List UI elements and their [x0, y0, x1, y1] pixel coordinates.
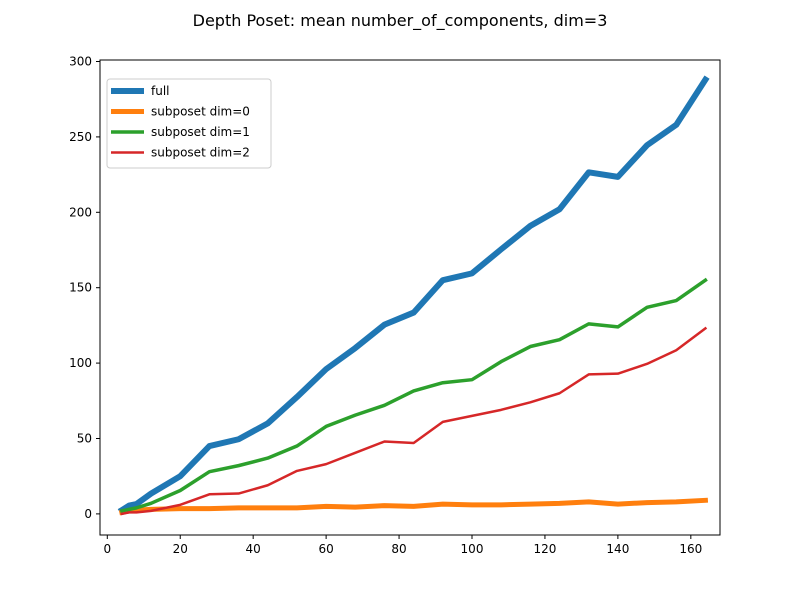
chart-title: Depth Poset: mean number_of_components, …: [193, 11, 608, 31]
y-tick-label: 0: [84, 507, 92, 521]
series-layer: [117, 75, 710, 516]
series-line-4: [120, 326, 708, 516]
y-tick-label: 250: [69, 130, 92, 144]
x-tick-label: 0: [103, 542, 111, 556]
x-axis: 0 20 40 60 80 100 120 140 160: [103, 535, 702, 556]
x-tick-label: 80: [391, 542, 406, 556]
y-tick-label: 300: [69, 55, 92, 69]
x-tick-label: 140: [606, 542, 629, 556]
y-tick-label: 150: [69, 281, 92, 295]
series-line-2: [118, 497, 709, 516]
legend-label: subposet dim=0: [151, 105, 250, 119]
y-tick-label: 50: [77, 431, 92, 445]
y-tick-label: 200: [69, 205, 92, 219]
x-tick-label: 60: [318, 542, 333, 556]
x-tick-label: 20: [173, 542, 188, 556]
legend: full subposet dim=0 subposet dim=1 subposet…: [106, 78, 272, 169]
plot-area: 0 20 40 60 80 100 120 140 160 0 50 100 150 200 250 300: [69, 55, 721, 556]
legend-box: [106, 78, 272, 169]
x-tick-label: 160: [679, 542, 702, 556]
legend-label: full: [151, 84, 170, 98]
legend-label: subposet dim=2: [151, 146, 250, 160]
y-tick-label: 100: [69, 356, 92, 370]
x-tick-label: 40: [246, 542, 261, 556]
axes-frame: [99, 59, 721, 536]
series-line-1: [117, 75, 710, 515]
x-tick-label: 100: [461, 542, 484, 556]
x-tick-label: 120: [533, 542, 556, 556]
y-axis: 0 50 100 150 200 250 300: [69, 55, 100, 521]
legend-label: subposet dim=1: [151, 125, 250, 139]
series-line-3: [119, 277, 708, 513]
